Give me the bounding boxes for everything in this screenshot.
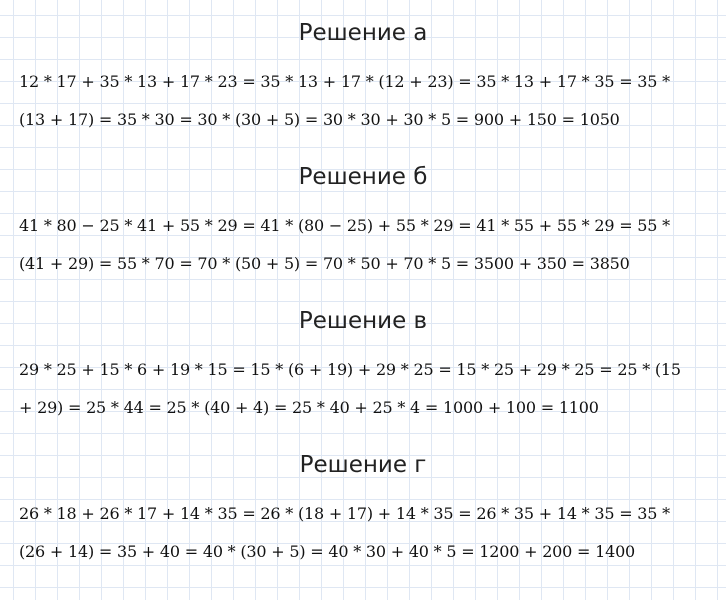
equation-line: 41 * 80 − 25 * 41 + 55 * 29 = 41 * (80 −… xyxy=(19,216,670,235)
solution-title: Решение г xyxy=(299,452,427,478)
solution-title: Решение а xyxy=(298,20,428,46)
equation-line: 29 * 25 + 15 * 6 + 19 * 15 = 15 * (6 + 1… xyxy=(19,360,681,379)
equation-line: (13 + 17) = 35 * 30 = 30 * (30 + 5) = 30… xyxy=(19,110,620,129)
solution-title: Решение в xyxy=(298,308,428,334)
equation-line: 12 * 17 + 35 * 13 + 17 * 23 = 35 * 13 + … xyxy=(19,72,670,91)
equation-line: 26 * 18 + 26 * 17 + 14 * 35 = 26 * (18 +… xyxy=(19,504,670,523)
equation-line: + 29) = 25 * 44 = 25 * (40 + 4) = 25 * 4… xyxy=(19,398,599,417)
equation-line: (26 + 14) = 35 + 40 = 40 * (30 + 5) = 40… xyxy=(19,542,636,561)
solution-title: Решение б xyxy=(298,164,428,190)
equation-line: (41 + 29) = 55 * 70 = 70 * (50 + 5) = 70… xyxy=(19,254,630,273)
